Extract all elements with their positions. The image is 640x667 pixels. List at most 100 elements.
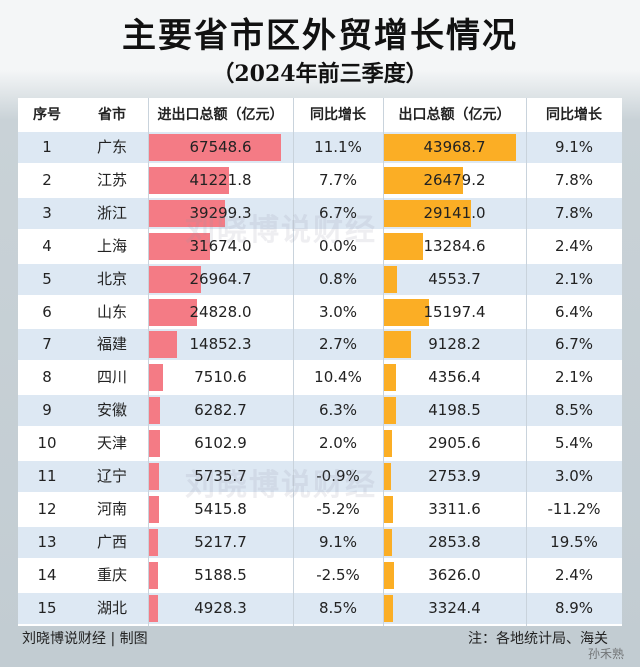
- cell-total-growth: -0.9%: [316, 467, 360, 485]
- cell-export-growth: 8.5%: [554, 401, 594, 420]
- data-table: 序号 省市 进出口总额（亿元） 同比增长 出口总额（亿元） 同比增长 1 广东 67…: [18, 98, 622, 626]
- header-export-growth: 同比增长: [546, 107, 602, 123]
- cell-total-growth: 7.7%: [318, 170, 358, 189]
- cell-export: 4198.5: [428, 401, 481, 420]
- column-divider: [148, 98, 149, 626]
- cell-total: 39299.3: [189, 203, 252, 222]
- cell-province: 江苏: [96, 170, 127, 189]
- table-row: 11 辽宁 5735.7 -0.9% 2753.9 3.0%: [18, 461, 622, 492]
- cell-rank: 13: [37, 532, 57, 551]
- cell-export: 29141.0: [423, 203, 486, 222]
- cell-export: 2853.8: [428, 532, 481, 551]
- cell-rank: 14: [37, 565, 57, 584]
- cell-export: 3311.6: [428, 499, 481, 518]
- cell-total: 67548.6: [189, 138, 252, 156]
- total-bar: [148, 199, 226, 227]
- header-export: 出口总额（亿元）: [398, 107, 511, 123]
- cell-total: 5188.5: [194, 565, 247, 584]
- cell-export: 3626.0: [428, 565, 481, 584]
- cell-export-growth: 9.1%: [554, 138, 594, 156]
- cell-total: 6282.7: [194, 401, 247, 420]
- export-bar: [383, 232, 424, 260]
- cell-province: 四川: [96, 368, 127, 387]
- cell-export-growth: 7.8%: [554, 170, 594, 189]
- cell-rank: 8: [42, 368, 52, 387]
- cell-total: 6102.9: [194, 434, 247, 453]
- cell-rank: 4: [42, 236, 52, 255]
- cell-rank: 9: [42, 401, 52, 420]
- cell-province: 北京: [96, 269, 127, 288]
- cell-export: 15197.4: [423, 302, 486, 321]
- cell-province: 山东: [96, 302, 127, 321]
- cell-export-growth: 6.7%: [554, 335, 594, 354]
- table-row: 6 山东 24828.0 3.0% 15197.4 6.4%: [18, 297, 622, 328]
- cell-province: 重庆: [96, 565, 127, 584]
- table-row: 3 浙江 39299.3 6.7% 29141.0 7.8%: [18, 197, 622, 229]
- export-bar: [383, 594, 394, 622]
- export-bar: [383, 265, 397, 293]
- cell-rank: 7: [42, 335, 52, 354]
- table-row: 12 河南 5415.8 -5.2% 3311.6 -11.2%: [18, 494, 622, 525]
- total-bar: [148, 331, 178, 359]
- cell-total-growth: 10.4%: [314, 368, 362, 387]
- header-rank: 序号: [33, 107, 61, 123]
- cell-total-growth: 11.1%: [314, 138, 362, 156]
- export-bar: [383, 397, 396, 425]
- total-bar: [148, 528, 159, 556]
- export-bar: [383, 298, 429, 326]
- table-header: 序号 省市 进出口总额（亿元） 同比增长 出口总额（亿元） 同比增长: [18, 98, 622, 132]
- cell-rank: 1: [42, 138, 52, 156]
- page-subtitle: （2024年前三季度）: [212, 61, 428, 87]
- table-row: 7 福建 14852.3 2.7% 9128.2 6.7%: [18, 329, 622, 361]
- cell-total-growth: -5.2%: [316, 499, 360, 518]
- header-total: 进出口总额（亿元）: [157, 107, 284, 123]
- cell-total-growth: 6.7%: [318, 203, 358, 222]
- table-row: 10 天津 6102.9 2.0% 2905.6 5.4%: [18, 428, 622, 459]
- cell-rank: 10: [37, 434, 57, 453]
- weibo-tag: 孙禾熟: [588, 647, 625, 661]
- total-bar: [148, 364, 163, 392]
- cell-rank: 15: [37, 598, 57, 617]
- table-row: 13 广西 5217.7 9.1% 2853.8 19.5%: [18, 526, 622, 558]
- table-row: 8 四川 7510.6 10.4% 4356.4 2.1%: [18, 362, 622, 393]
- cell-total-growth: 2.0%: [318, 434, 358, 453]
- cell-total: 14852.3: [189, 335, 252, 354]
- export-bar: [383, 199, 472, 227]
- page-title: 主要省市区外贸增长情况: [122, 16, 518, 56]
- cell-total: 31674.0: [189, 236, 252, 255]
- header-total-growth: 同比增长: [310, 107, 366, 123]
- cell-total-growth: 6.3%: [318, 401, 358, 420]
- watermark: 刘晓博说财经: [185, 213, 377, 248]
- cell-export-growth: 2.1%: [554, 368, 594, 387]
- table-row: 9 安徽 6282.7 6.3% 4198.5 8.5%: [18, 395, 622, 427]
- cell-total: 5735.7: [194, 467, 247, 485]
- cell-rank: 3: [42, 203, 52, 222]
- cell-total-growth: 0.8%: [318, 269, 358, 288]
- cell-province: 湖北: [96, 598, 127, 617]
- cell-total-growth: 2.7%: [318, 335, 358, 354]
- cell-total-growth: 0.0%: [318, 236, 358, 255]
- cell-province: 浙江: [96, 203, 127, 222]
- cell-export-growth: 6.4%: [554, 302, 594, 321]
- export-bar: [383, 331, 411, 359]
- cell-export-growth: 19.5%: [550, 532, 598, 551]
- total-bar: [148, 495, 159, 523]
- cell-rank: 2: [42, 170, 52, 189]
- export-bar: [383, 364, 397, 392]
- cell-total-growth: 8.5%: [318, 598, 358, 617]
- column-divider: [293, 98, 294, 626]
- cell-province: 天津: [96, 434, 127, 453]
- cell-province: 安徽: [96, 401, 127, 420]
- cell-rank: 11: [37, 467, 57, 485]
- total-bar: [148, 463, 160, 490]
- export-bar: [383, 166, 464, 194]
- column-divider: [526, 98, 527, 626]
- cell-export-growth: 5.4%: [554, 434, 594, 453]
- total-bar: [148, 232, 211, 260]
- cell-export-growth: 8.9%: [554, 598, 594, 617]
- cell-export-growth: 3.0%: [554, 467, 594, 485]
- cell-province: 河南: [96, 499, 127, 518]
- cell-province: 广东: [96, 138, 127, 156]
- export-bar: [383, 561, 394, 589]
- table-row: 5 北京 26964.7 0.8% 4553.7 2.1%: [18, 263, 622, 295]
